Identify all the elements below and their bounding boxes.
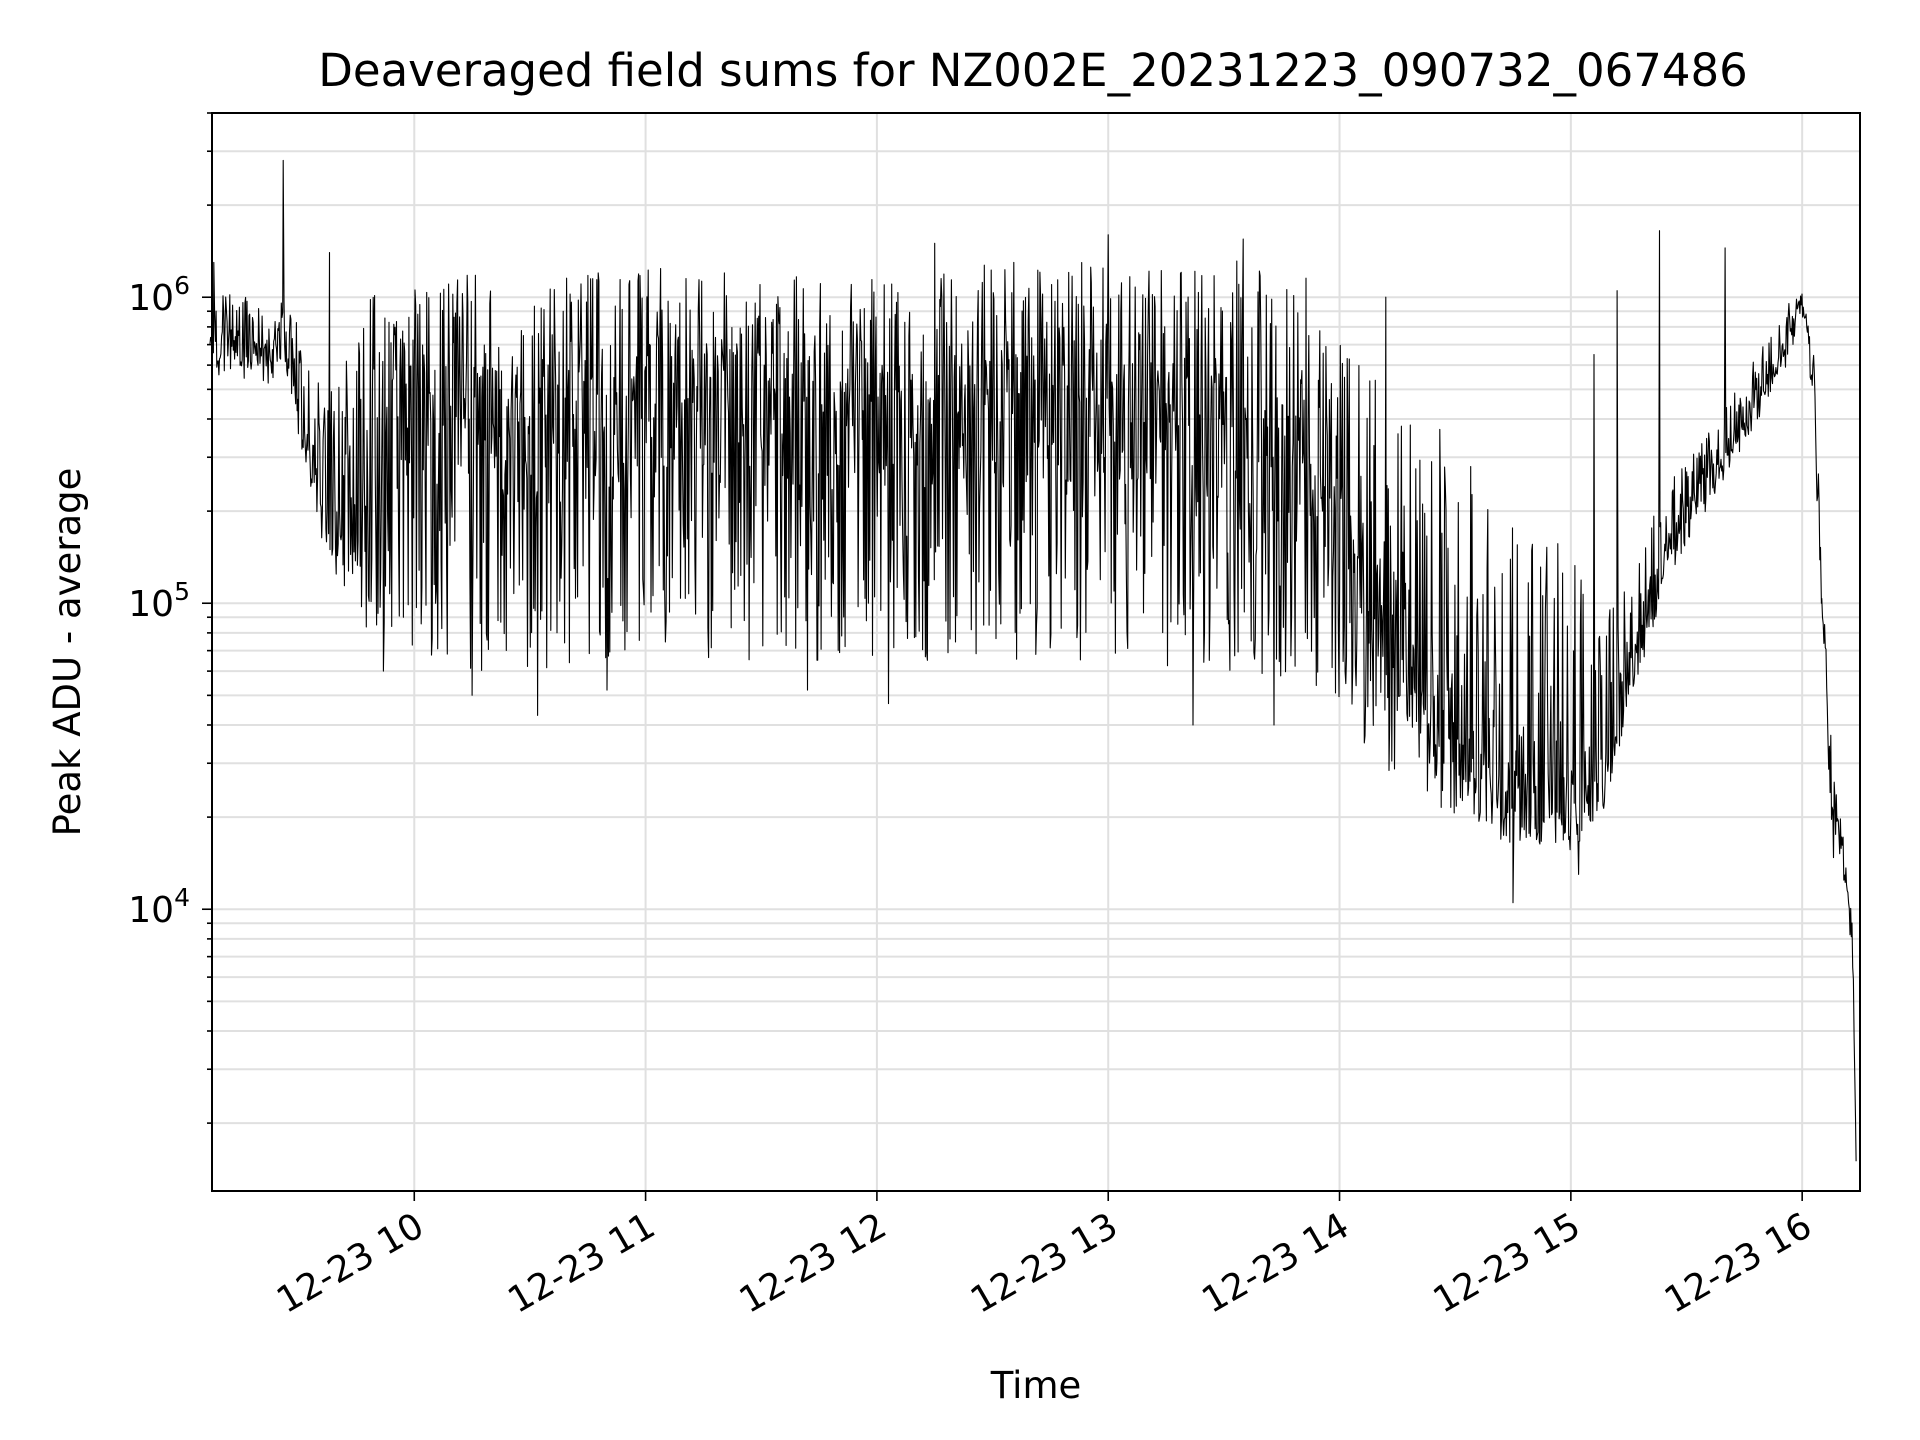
y-tick-exponent: 6 (174, 271, 190, 300)
y-tick-label: 106 (128, 271, 190, 319)
chart-title: Deaveraged field sums for NZ002E_2023122… (318, 44, 1747, 97)
y-tick-exponent: 5 (174, 577, 190, 606)
series-line (209, 159, 1857, 1162)
y-tick-base: 10 (128, 584, 174, 625)
y-tick-base: 10 (128, 278, 174, 319)
x-axis-label: Time (990, 1364, 1082, 1407)
y-tick-exponent: 4 (174, 883, 190, 912)
series-layer (209, 159, 1857, 1162)
y-tick-base: 10 (128, 890, 174, 931)
y-tick-label: 105 (128, 577, 190, 625)
y-tick-label: 104 (128, 883, 190, 931)
y-axis-label: Peak ADU - average (46, 468, 89, 837)
plot-frame (211, 112, 1861, 1192)
